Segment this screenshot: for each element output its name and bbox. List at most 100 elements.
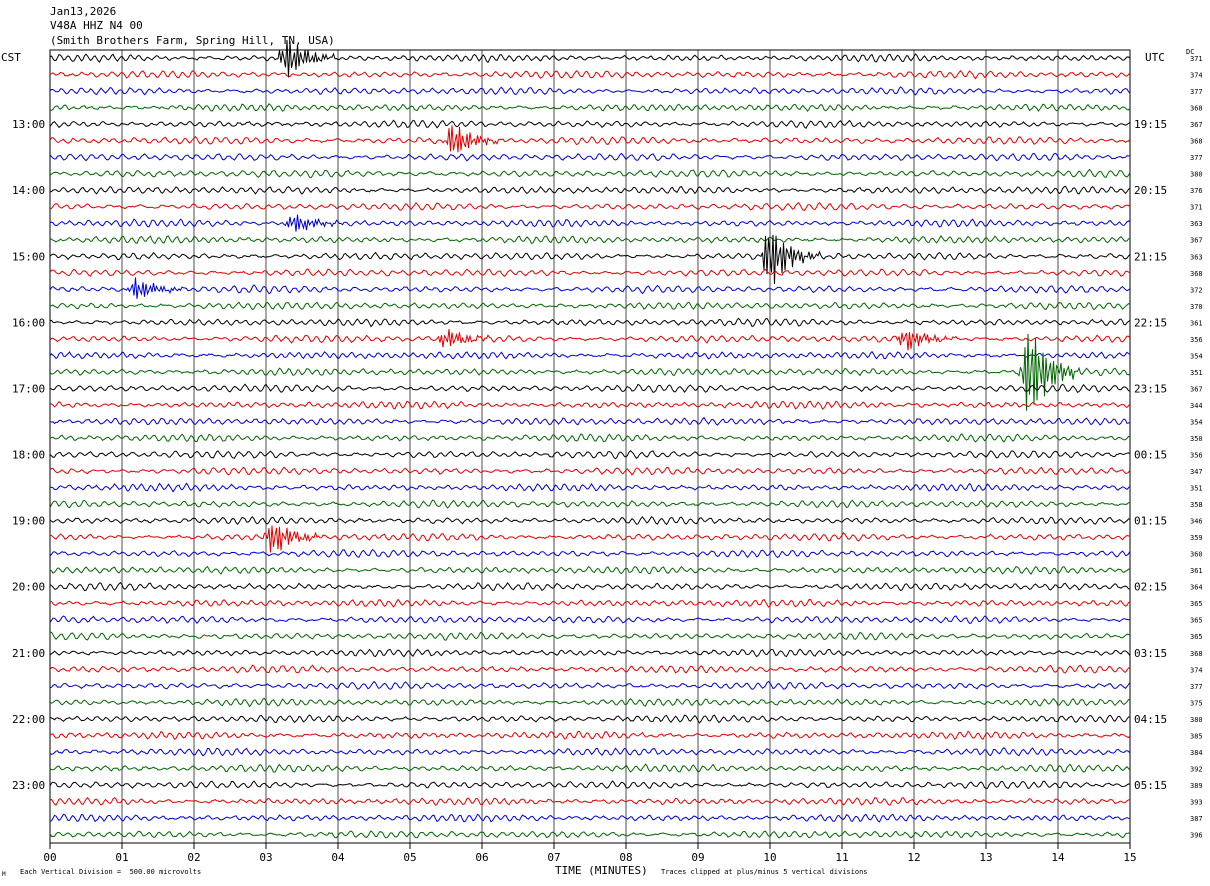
dc-offset-label: 380 [1190, 716, 1203, 724]
dc-column-header: DC [1186, 48, 1195, 56]
dc-offset-label: 350 [1190, 435, 1203, 443]
left-hour-label: 15:00 [12, 250, 45, 263]
trace-row-39 [49, 697, 1131, 708]
dc-offset-label: 365 [1190, 633, 1203, 641]
x-tick-label: 12 [907, 851, 920, 864]
scale-note: Each Vertical Division = 500.00 microvol… [20, 868, 202, 876]
right-hour-label: 22:15 [1134, 316, 1167, 329]
trace-row-30 [49, 548, 1131, 559]
trace-row-4 [49, 119, 1131, 130]
left-hour-label: 22:00 [12, 713, 45, 726]
trace-row-42 [49, 746, 1131, 757]
trace-row-21 [49, 400, 1131, 410]
right-hour-label: 23:15 [1134, 382, 1167, 395]
dc-offset-label: 363 [1190, 220, 1203, 228]
trace-row-3 [49, 103, 1131, 113]
dc-offset-label: 372 [1190, 286, 1203, 294]
dc-offset-label: 368 [1190, 650, 1203, 658]
x-tick-label: 02 [187, 851, 200, 864]
trace-row-18 [49, 350, 1131, 360]
trace-row-10 [49, 214, 1131, 232]
dc-offset-label: 374 [1190, 666, 1203, 674]
x-tick-label: 07 [547, 851, 560, 864]
dc-offset-label: 368 [1190, 270, 1203, 278]
trace-row-6 [49, 152, 1131, 162]
dc-offset-label: 351 [1190, 485, 1203, 493]
trace-row-2 [49, 86, 1131, 96]
dc-offset-label: 367 [1190, 237, 1203, 245]
x-tick-label: 01 [115, 851, 128, 864]
x-tick-label: 04 [331, 851, 345, 864]
trace-row-9 [49, 201, 1131, 211]
plot-frame [49, 49, 1131, 844]
dc-offset-label: 368 [1190, 138, 1203, 146]
x-axis-label: TIME (MINUTES) [555, 864, 648, 877]
dc-offset-label: 361 [1190, 319, 1203, 327]
dc-offset-label: 344 [1190, 402, 1203, 410]
trace-row-26 [50, 482, 1131, 493]
trace-row-7 [49, 168, 1131, 179]
clip-note: Traces clipped at plus/minus 5 vertical … [661, 868, 868, 876]
trace-row-25 [49, 466, 1131, 476]
dc-offset-label: 365 [1190, 617, 1203, 625]
dc-offset-label: 374 [1190, 72, 1203, 80]
dc-offset-label: 368 [1190, 105, 1203, 113]
dc-offset-label: 387 [1190, 815, 1203, 823]
trace-row-44 [49, 780, 1131, 790]
left-hour-label: 20:00 [12, 581, 45, 594]
x-tick-label: 00 [43, 851, 56, 864]
trace-row-19 [49, 333, 1131, 411]
dc-offset-label: 377 [1190, 683, 1203, 691]
trace-row-33 [49, 598, 1131, 608]
dc-offset-label: 363 [1190, 253, 1203, 261]
trace-row-0 [49, 39, 1131, 78]
trace-row-28 [49, 515, 1131, 526]
station-location: (Smith Brothers Farm, Spring Hill, TN, U… [50, 34, 335, 47]
right-hour-label: 05:15 [1134, 779, 1167, 792]
left-hour-label: 13:00 [12, 118, 45, 131]
trace-row-41 [49, 730, 1131, 740]
x-tick-label: 13 [979, 851, 992, 864]
dc-offset-label: 389 [1190, 782, 1203, 790]
x-tick-label: 14 [1051, 851, 1065, 864]
trace-row-8 [49, 185, 1131, 195]
trace-row-14 [49, 277, 1131, 299]
dc-offset-label: 367 [1190, 121, 1203, 129]
trace-row-11 [49, 235, 1131, 245]
corner-mark: M [2, 871, 6, 878]
dc-offset-label: 377 [1190, 88, 1203, 96]
left-hour-label: 23:00 [12, 779, 45, 792]
left-hour-label: 18:00 [12, 449, 45, 462]
trace-row-20 [49, 383, 1131, 393]
left-hour-label: 17:00 [12, 382, 45, 395]
dc-offset-label: 370 [1190, 303, 1203, 311]
trace-row-34 [49, 615, 1131, 624]
left-hour-label: 16:00 [12, 316, 45, 329]
dc-offset-label: 375 [1190, 699, 1203, 707]
dc-offset-label: 356 [1190, 452, 1203, 460]
trace-row-40 [49, 714, 1131, 724]
right-hour-label: 21:15 [1134, 250, 1167, 263]
x-tick-label: 08 [619, 851, 632, 864]
trace-row-45 [49, 796, 1131, 806]
x-tick-label: 11 [835, 851, 848, 864]
right-hour-label: 02:15 [1134, 581, 1167, 594]
dc-offset-label: 385 [1190, 732, 1203, 740]
trace-row-5 [49, 125, 1131, 153]
trace-row-36 [49, 648, 1131, 658]
dc-offset-label: 359 [1190, 534, 1203, 542]
left-hour-label: 14:00 [12, 184, 45, 197]
trace-row-43 [49, 763, 1131, 773]
trace-row-38 [49, 680, 1131, 690]
left-hour-label: 21:00 [12, 647, 45, 660]
left-timezone-label: CST [1, 51, 21, 64]
right-hour-label: 19:15 [1134, 118, 1167, 131]
trace-row-37 [49, 664, 1131, 674]
right-hour-label: 20:15 [1134, 184, 1167, 197]
trace-row-13 [49, 268, 1131, 277]
x-tick-label: 06 [475, 851, 488, 864]
trace-row-17 [49, 328, 1131, 351]
trace-row-27 [49, 499, 1131, 509]
dc-offset-label: 358 [1190, 501, 1203, 509]
